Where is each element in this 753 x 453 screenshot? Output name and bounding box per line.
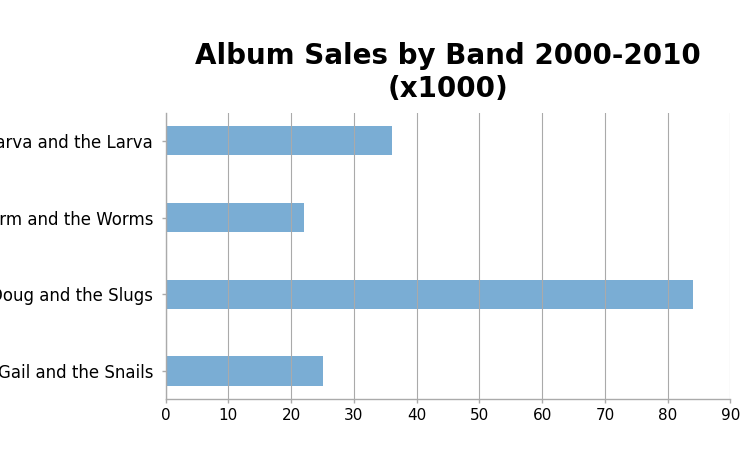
Bar (166, 357, 322, 386)
Title: Album Sales by Band 2000-2010
(x1000): Album Sales by Band 2000-2010 (x1000) (195, 42, 701, 102)
Bar (166, 126, 392, 155)
Bar (166, 280, 693, 309)
Bar (166, 203, 303, 232)
